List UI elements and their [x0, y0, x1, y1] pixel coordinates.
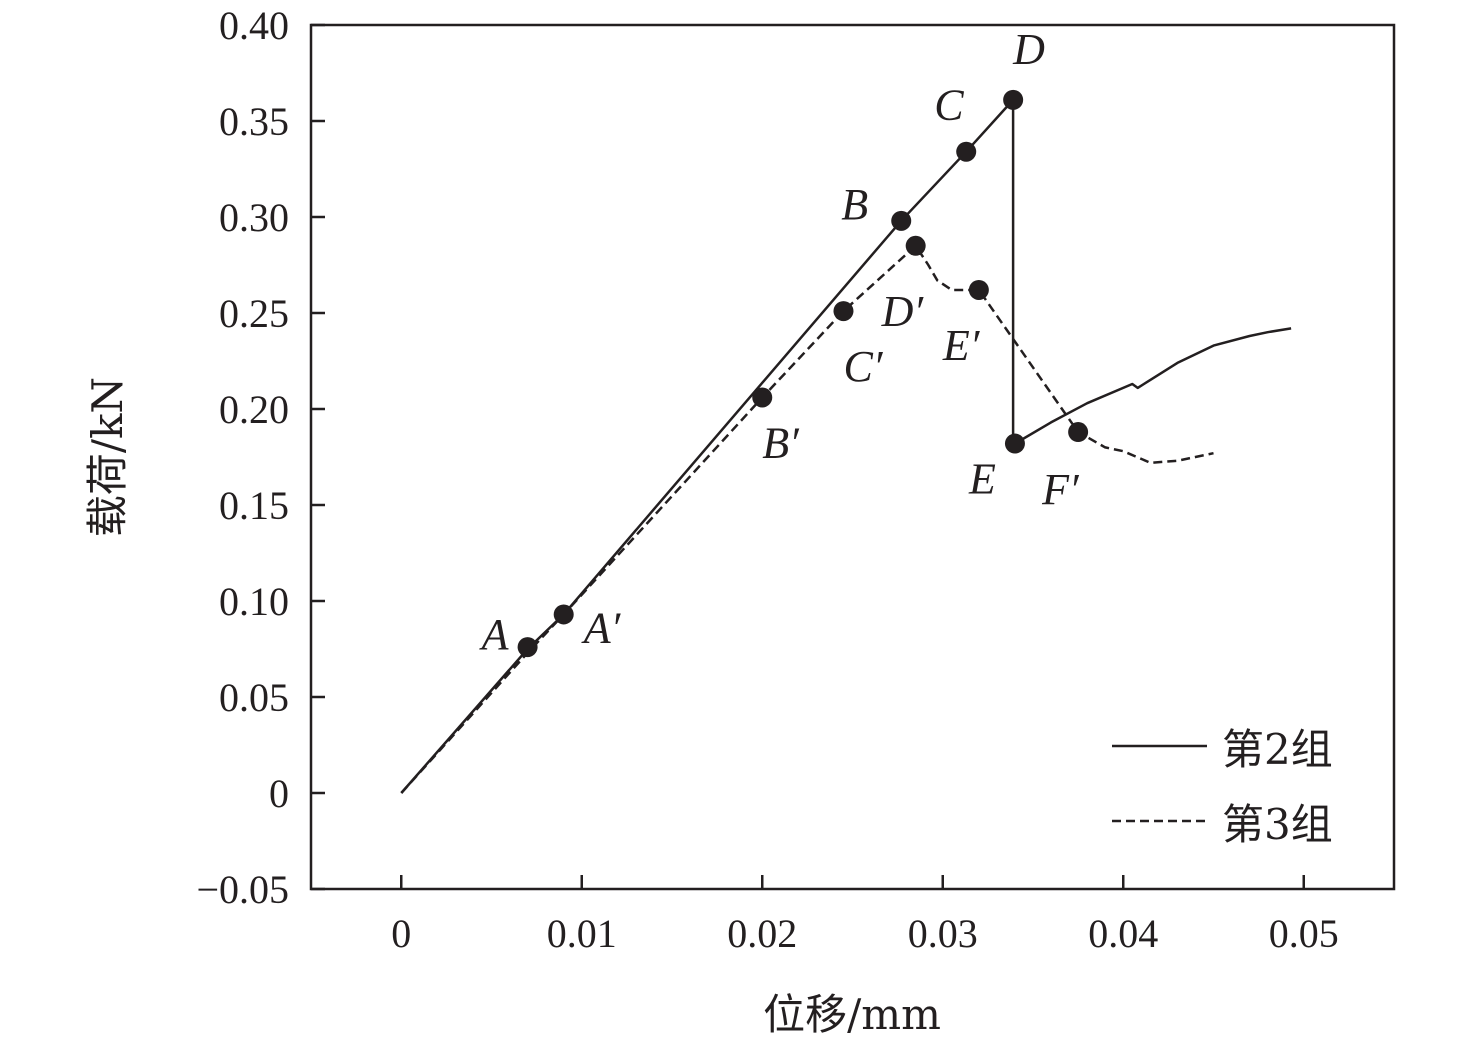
marker-point [1068, 422, 1089, 443]
legend-label-group2: 第2组 [1222, 725, 1333, 774]
key-point-labels: A A′ B′ C′ B D′ C E′ D E F′ [479, 25, 1080, 659]
point-label: E′ [942, 321, 981, 370]
point-label: B [841, 180, 868, 229]
axis-ticks: −0.05 0 0.05 0.10 0.15 0.20 0.25 0.30 0.35 0.40 0 0… [196, 3, 1338, 956]
marker-point [956, 141, 977, 162]
point-label: D [1012, 25, 1045, 74]
y-tick-label: 0 [269, 771, 289, 816]
y-tick-label: 0.30 [219, 195, 289, 240]
marker-point [905, 235, 926, 256]
series-line-2 [400, 244, 1214, 794]
x-tick-label: 0.05 [1269, 911, 1339, 956]
point-label: E [968, 455, 996, 504]
series-line-1 [400, 98, 1292, 794]
point-label: A′ [581, 603, 622, 652]
x-tick-label: 0.04 [1088, 911, 1158, 956]
y-tick-label: 0.10 [219, 579, 289, 624]
y-tick-label: −0.05 [196, 867, 289, 912]
x-tick-label: 0.02 [727, 911, 797, 956]
legend-label-group3: 第3组 [1222, 800, 1333, 849]
x-axis-title: 位移/mm [763, 990, 941, 1039]
y-tick-label: 0.40 [219, 3, 289, 48]
marker-point [1003, 89, 1024, 110]
key-point-markers [517, 89, 1089, 658]
marker-point [833, 301, 854, 322]
y-axis-title: 载荷/kN [83, 377, 132, 537]
point-label: C′ [843, 342, 883, 391]
x-tick-label: 0.03 [908, 911, 978, 956]
y-tick-label: 0.05 [219, 675, 289, 720]
point-label: A [479, 610, 510, 659]
point-label: F′ [1041, 465, 1080, 514]
x-tick-label: 0 [391, 911, 411, 956]
y-tick-label: 0.35 [219, 99, 289, 144]
plot-frame [309, 23, 1396, 891]
point-label: D′ [881, 287, 925, 336]
y-tick-label: 0.15 [219, 483, 289, 528]
marker-point [968, 279, 989, 300]
x-tick-label: 0.01 [547, 911, 617, 956]
y-tick-label: 0.25 [219, 291, 289, 336]
marker-point [1004, 433, 1025, 454]
marker-point [553, 604, 574, 625]
legend: 第2组 第3组 [1112, 725, 1333, 849]
point-label: C [934, 81, 964, 130]
point-label: B′ [762, 418, 800, 467]
y-tick-label: 0.20 [219, 387, 289, 432]
marker-point [752, 387, 773, 408]
series-lines [400, 98, 1292, 794]
marker-point [891, 210, 912, 231]
marker-point [517, 637, 538, 658]
